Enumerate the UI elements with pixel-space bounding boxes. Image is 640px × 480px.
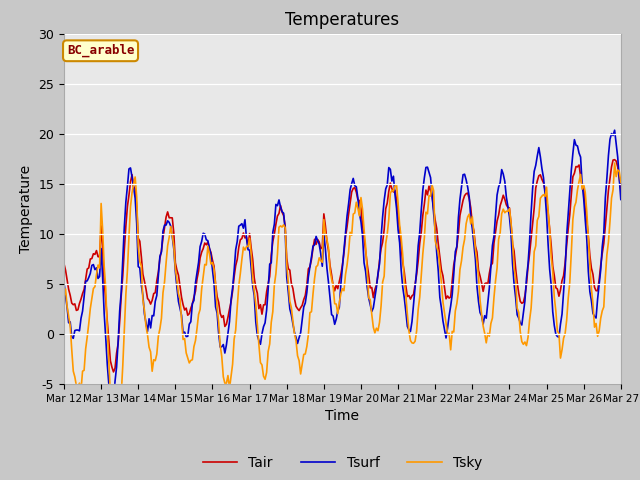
Tsurf bbox=[410, 301, 417, 307]
Tair bbox=[76, 300, 83, 306]
Y-axis label: Temperature: Temperature bbox=[19, 165, 33, 253]
Tsurf bbox=[379, 214, 387, 220]
Tsurf bbox=[550, 323, 558, 328]
Tair bbox=[410, 292, 417, 298]
Title: Temperatures: Temperatures bbox=[285, 11, 399, 29]
Tair bbox=[550, 273, 558, 278]
Tsurf bbox=[611, 127, 618, 133]
Tsky bbox=[165, 235, 173, 240]
Tair bbox=[379, 240, 387, 245]
Tsky bbox=[410, 340, 417, 346]
Tsky bbox=[550, 294, 558, 300]
X-axis label: Time: Time bbox=[325, 409, 360, 423]
Line: Tair: Tair bbox=[64, 160, 621, 372]
Text: BC_arable: BC_arable bbox=[67, 44, 134, 58]
Tair bbox=[611, 157, 618, 163]
Tsurf bbox=[617, 197, 625, 203]
Tair bbox=[397, 243, 405, 249]
Tair bbox=[617, 187, 625, 192]
Tair bbox=[60, 261, 68, 267]
Tsky bbox=[76, 380, 83, 386]
Line: Tsurf: Tsurf bbox=[64, 130, 621, 404]
Tair bbox=[109, 369, 117, 375]
Tsurf bbox=[76, 328, 83, 334]
Tsurf bbox=[60, 279, 68, 285]
Tsky bbox=[379, 279, 387, 285]
Line: Tsky: Tsky bbox=[64, 163, 621, 448]
Tsurf bbox=[397, 267, 405, 273]
Tsky bbox=[611, 160, 618, 166]
Legend: Tair, Tsurf, Tsky: Tair, Tsurf, Tsky bbox=[197, 451, 488, 476]
Tsky bbox=[617, 179, 625, 185]
Tair bbox=[165, 215, 173, 221]
Tsky bbox=[60, 294, 68, 300]
Tsurf bbox=[108, 401, 116, 407]
Tsurf bbox=[165, 219, 173, 225]
Tsky bbox=[397, 235, 405, 240]
Tsky bbox=[113, 445, 120, 451]
